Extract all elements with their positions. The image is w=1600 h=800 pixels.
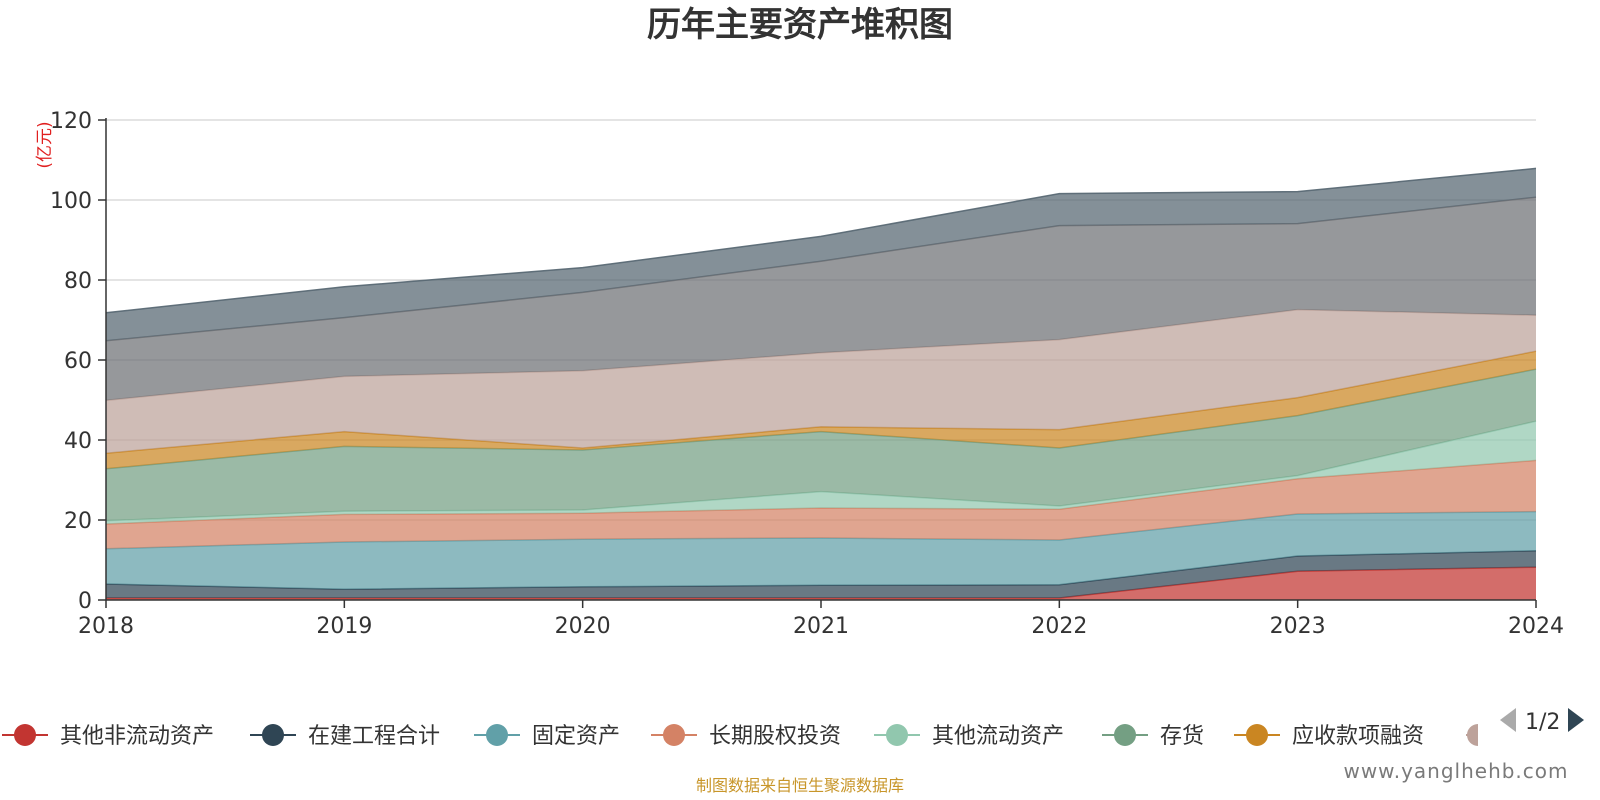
legend-item[interactable]: 固定资产: [474, 724, 620, 749]
legend-label: 其他流动资产: [932, 724, 1064, 749]
legend-circle-marker: [1246, 724, 1268, 746]
y-tick-label: 0: [78, 589, 92, 614]
area-line-其他: [105, 167, 1537, 314]
legend-circle-marker: [14, 724, 36, 746]
legend-circle-marker: [1467, 724, 1478, 746]
area-series-其他[interactable]: [106, 168, 1536, 341]
area-series-应收账款[interactable]: [106, 197, 1536, 401]
legend-item[interactable]: 在建工程合计: [250, 724, 440, 749]
legend-label: 其他非流动资产: [60, 724, 214, 749]
y-tick-label: 60: [64, 349, 92, 374]
legend-circle-marker: [886, 724, 908, 746]
pager-prev-icon[interactable]: [1500, 708, 1516, 732]
area-series-固定资产[interactable]: [106, 511, 1536, 590]
x-tick-label: 2023: [1270, 614, 1326, 639]
x-tick-label: 2021: [793, 614, 849, 639]
y-tick-label: 100: [50, 189, 92, 214]
area-series-存货[interactable]: [106, 369, 1536, 521]
legend-item-partial: [1466, 724, 1478, 746]
area-series-应收款项融资[interactable]: [106, 351, 1536, 469]
legend-circle-marker: [663, 724, 685, 746]
y-tick-label: 80: [64, 269, 92, 294]
axes: 0 20 40 60 80 100 120 2018 2019 2020 2021 2022 2023 2…: [50, 109, 1564, 639]
area-series-在建工程合计[interactable]: [106, 550, 1536, 598]
legend-pager: 1/2: [1500, 708, 1584, 735]
legend: 其他非流动资产 在建工程合计 固定资产 长期股权投资 其他流动资产 存货 应收款项融资: [2, 724, 1478, 749]
legend-circle-marker: [1114, 724, 1136, 746]
legend-page-indicator: 1/2: [1525, 710, 1560, 735]
legend-label: 长期股权投资: [709, 724, 841, 749]
x-tick-label: 2022: [1031, 614, 1087, 639]
pager-next-icon[interactable]: [1568, 708, 1584, 732]
y-tick-label: 40: [64, 429, 92, 454]
legend-item[interactable]: 其他流动资产: [874, 724, 1064, 749]
area-series: [105, 167, 1537, 600]
data-source-note: 制图数据来自恒生聚源数据库: [696, 776, 904, 795]
y-axis-unit-label: (亿元): [35, 121, 55, 168]
legend-item[interactable]: 存货: [1102, 724, 1204, 749]
watermark-text: www.yanglhehb.com: [1343, 759, 1568, 783]
legend-label: 固定资产: [532, 724, 620, 749]
x-tick-label: 2020: [555, 614, 611, 639]
area-series-其他非流动资产[interactable]: [106, 567, 1536, 600]
legend-item[interactable]: 其他非流动资产: [2, 724, 214, 749]
area-series-货币资金[interactable]: [106, 309, 1536, 454]
legend-circle-marker: [486, 724, 508, 746]
x-tick-label: 2018: [78, 614, 134, 639]
area-series-其他流动资产[interactable]: [106, 421, 1536, 524]
legend-label: 存货: [1160, 724, 1204, 749]
legend-label: 在建工程合计: [308, 724, 440, 749]
legend-label: 应收款项融资: [1292, 724, 1424, 749]
chart-title: 历年主要资产堆积图: [647, 5, 953, 45]
legend-circle-marker: [262, 724, 284, 746]
legend-item[interactable]: 长期股权投资: [651, 724, 841, 749]
y-tick-label: 20: [64, 509, 92, 534]
y-tick-label: 120: [50, 109, 92, 134]
legend-item[interactable]: 应收款项融资: [1234, 724, 1424, 749]
area-series-长期股权投资[interactable]: [106, 460, 1536, 549]
x-tick-label: 2019: [316, 614, 372, 639]
x-tick-label: 2024: [1508, 614, 1564, 639]
